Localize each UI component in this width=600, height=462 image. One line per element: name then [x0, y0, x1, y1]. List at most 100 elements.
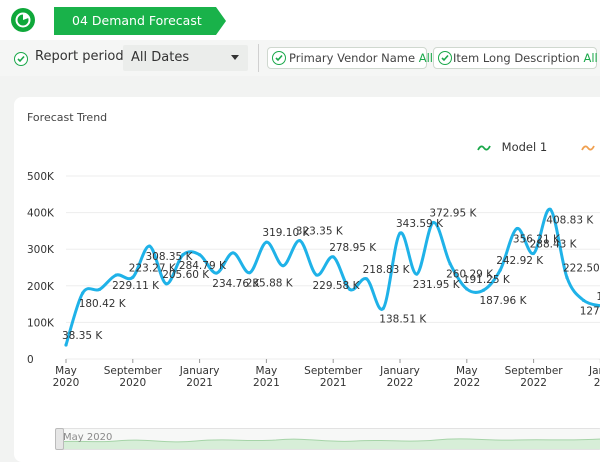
scroller-handle-left[interactable]: [55, 428, 64, 450]
x-tick-label-year: 2021: [320, 377, 347, 389]
data-label: 222.50 K: [563, 263, 600, 275]
item-description-filter-chip[interactable]: Item Long Description All: [433, 47, 598, 69]
data-label: 372.95 K: [429, 208, 477, 220]
range-scroller[interactable]: [55, 428, 600, 450]
data-label: 191.25 K: [463, 274, 511, 286]
data-point[interactable]: [532, 251, 536, 256]
data-label: 229.58 K: [313, 280, 361, 292]
scroller-preview: [55, 438, 600, 449]
x-tick-label-year: 2022: [453, 377, 480, 389]
data-point[interactable]: [248, 271, 252, 275]
y-tick-label: 0: [27, 354, 34, 366]
breadcrumb-arrow-icon: [216, 7, 226, 35]
report-period-select[interactable]: All Dates: [123, 45, 248, 71]
data-point[interactable]: [431, 220, 435, 225]
data-label: 278.95 K: [329, 242, 377, 254]
data-point[interactable]: [131, 275, 135, 279]
data-label: 343.59 K: [396, 218, 444, 230]
x-tick-label-month: May: [55, 365, 77, 377]
data-label: 229.11 K: [112, 280, 160, 292]
data-point[interactable]: [498, 268, 502, 272]
data-point[interactable]: [64, 343, 68, 347]
data-label: 218.83 K: [363, 264, 411, 276]
data-point[interactable]: [298, 239, 302, 243]
wave-icon: [581, 145, 595, 150]
data-label: 242.92 K: [496, 255, 544, 267]
breadcrumb-current[interactable]: 04 Demand Forecast: [54, 7, 216, 35]
data-point[interactable]: [448, 262, 452, 266]
data-point[interactable]: [181, 253, 185, 257]
data-point[interactable]: [565, 275, 569, 280]
report-period-label: Report period: [35, 49, 124, 64]
data-label: 323.35 K: [296, 226, 344, 238]
data-label: 180.42 K: [79, 298, 127, 310]
x-tick-label-year: 2020: [119, 377, 146, 389]
scroller-start-label: May 2020: [63, 432, 113, 443]
filter-divider: [258, 44, 259, 72]
vendor-filter-label: Primary Vendor Name: [289, 51, 416, 65]
data-point[interactable]: [231, 251, 235, 255]
item-description-check-icon: [438, 51, 452, 65]
legend-model-1[interactable]: Model 1: [477, 140, 547, 154]
data-label: 356.21 K: [513, 234, 561, 246]
card-title: Forecast Trend: [27, 111, 108, 124]
wave-icon: [477, 145, 491, 150]
x-tick-label-year: 2022: [520, 377, 547, 389]
data-point[interactable]: [97, 287, 101, 292]
report-period-value: All Dates: [131, 50, 190, 65]
x-tick-label-year: 2022: [387, 377, 414, 389]
data-label: 308.35 K: [146, 251, 194, 263]
data-label: 234.76 K: [212, 278, 260, 290]
data-point[interactable]: [314, 273, 319, 277]
legend-model-1-label: Model 1: [501, 140, 548, 154]
data-point[interactable]: [398, 231, 402, 235]
data-point[interactable]: [114, 273, 118, 277]
item-description-filter-value: All: [583, 51, 598, 65]
x-tick-label-month: September: [104, 365, 163, 377]
data-label: 284.79 K: [179, 260, 227, 272]
data-point[interactable]: [147, 244, 152, 248]
data-point[interactable]: [214, 271, 218, 275]
item-description-filter-label: Item Long Description: [453, 51, 580, 65]
data-label: 231.95 K: [413, 279, 461, 291]
x-tick-label-year: 2021: [253, 377, 280, 389]
data-point[interactable]: [381, 306, 385, 310]
data-point[interactable]: [81, 291, 85, 295]
x-tick-label-month: September: [505, 365, 564, 377]
x-tick-label-year: 20: [594, 377, 600, 389]
x-tick-label-year: 2021: [186, 377, 213, 389]
data-point[interactable]: [164, 282, 168, 286]
data-point[interactable]: [331, 255, 335, 259]
data-label: 288.43 K: [530, 238, 578, 250]
data-label: 187.96 K: [480, 295, 528, 307]
x-tick-label-month: January: [179, 365, 220, 377]
data-point[interactable]: [465, 287, 469, 291]
x-tick-label-month: Janu: [588, 365, 600, 377]
data-label: 260.29 K: [446, 269, 494, 281]
data-point[interactable]: [365, 277, 369, 281]
data-label: 235.88 K: [246, 278, 294, 290]
vendor-filter-value: All: [418, 51, 434, 65]
app-logo-icon[interactable]: [11, 8, 35, 32]
data-point[interactable]: [548, 207, 552, 211]
y-tick-label: 300K: [27, 244, 55, 256]
data-label: 408.83 K: [546, 214, 594, 226]
data-label: 145.29 K: [596, 291, 600, 303]
data-point[interactable]: [198, 253, 202, 257]
data-point[interactable]: [582, 298, 586, 303]
y-tick-label: 400K: [27, 208, 55, 220]
data-label: 319.10 K: [262, 227, 310, 239]
data-point[interactable]: [515, 227, 519, 231]
vendor-check-icon: [272, 51, 286, 65]
data-point[interactable]: [481, 288, 486, 292]
vendor-filter-chip[interactable]: Primary Vendor Name All: [267, 47, 433, 69]
data-label: 223.27 K: [129, 262, 177, 274]
report-period-check-icon[interactable]: [14, 52, 28, 66]
y-tick-label: 200K: [27, 281, 55, 293]
legend-model-2[interactable]: [581, 140, 595, 154]
data-point[interactable]: [264, 240, 268, 244]
data-point[interactable]: [348, 287, 352, 292]
data-point[interactable]: [281, 264, 285, 268]
data-point[interactable]: [415, 272, 419, 276]
